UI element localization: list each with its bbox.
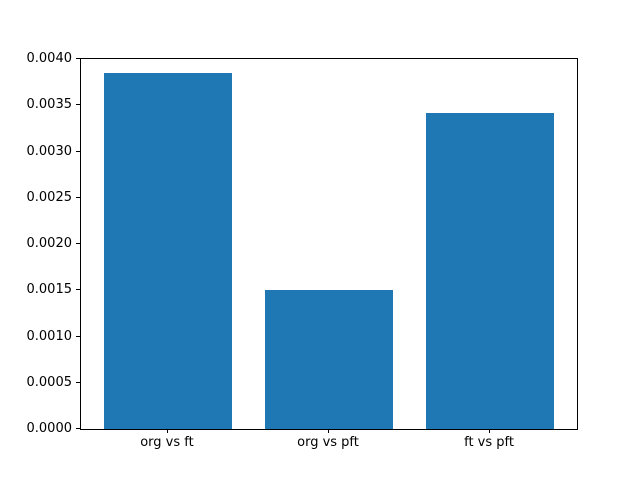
y-tick-label-6: 0.0030 bbox=[26, 143, 73, 159]
y-tick-mark-1 bbox=[76, 381, 80, 383]
bar-1 bbox=[264, 290, 394, 429]
y-tick-mark-3 bbox=[76, 289, 80, 291]
x-tick-mark-0 bbox=[166, 429, 168, 433]
y-tick-label-4: 0.0020 bbox=[26, 236, 73, 251]
y-tick-mark-7 bbox=[76, 104, 80, 106]
y-tick-label-2: 0.0010 bbox=[26, 328, 73, 344]
y-tick-mark-6 bbox=[76, 150, 80, 152]
x-tick-label-2: ft vs pft bbox=[464, 435, 514, 450]
y-tick-label-3: 0.0015 bbox=[26, 282, 73, 298]
y-tick-mark-8 bbox=[76, 58, 80, 59]
y-tick-mark-4 bbox=[76, 243, 80, 244]
y-tick-mark-2 bbox=[76, 335, 80, 337]
y-tick-label-1: 0.0005 bbox=[26, 374, 73, 390]
bar-2 bbox=[425, 112, 555, 429]
x-tick-label-0: org vs ft bbox=[140, 435, 194, 450]
x-tick-label-1: org vs pft bbox=[297, 435, 359, 450]
x-tick-mark-2 bbox=[489, 429, 491, 433]
bar-0 bbox=[103, 72, 233, 429]
y-tick-label-5: 0.0025 bbox=[26, 189, 73, 205]
y-tick-label-7: 0.0035 bbox=[26, 97, 73, 113]
x-tick-mark-1 bbox=[328, 429, 329, 433]
y-tick-label-0: 0.0000 bbox=[26, 421, 73, 436]
y-tick-label-8: 0.0040 bbox=[26, 51, 73, 66]
plot-area bbox=[80, 58, 578, 430]
y-tick-mark-0 bbox=[76, 428, 80, 429]
y-tick-mark-5 bbox=[76, 196, 80, 198]
